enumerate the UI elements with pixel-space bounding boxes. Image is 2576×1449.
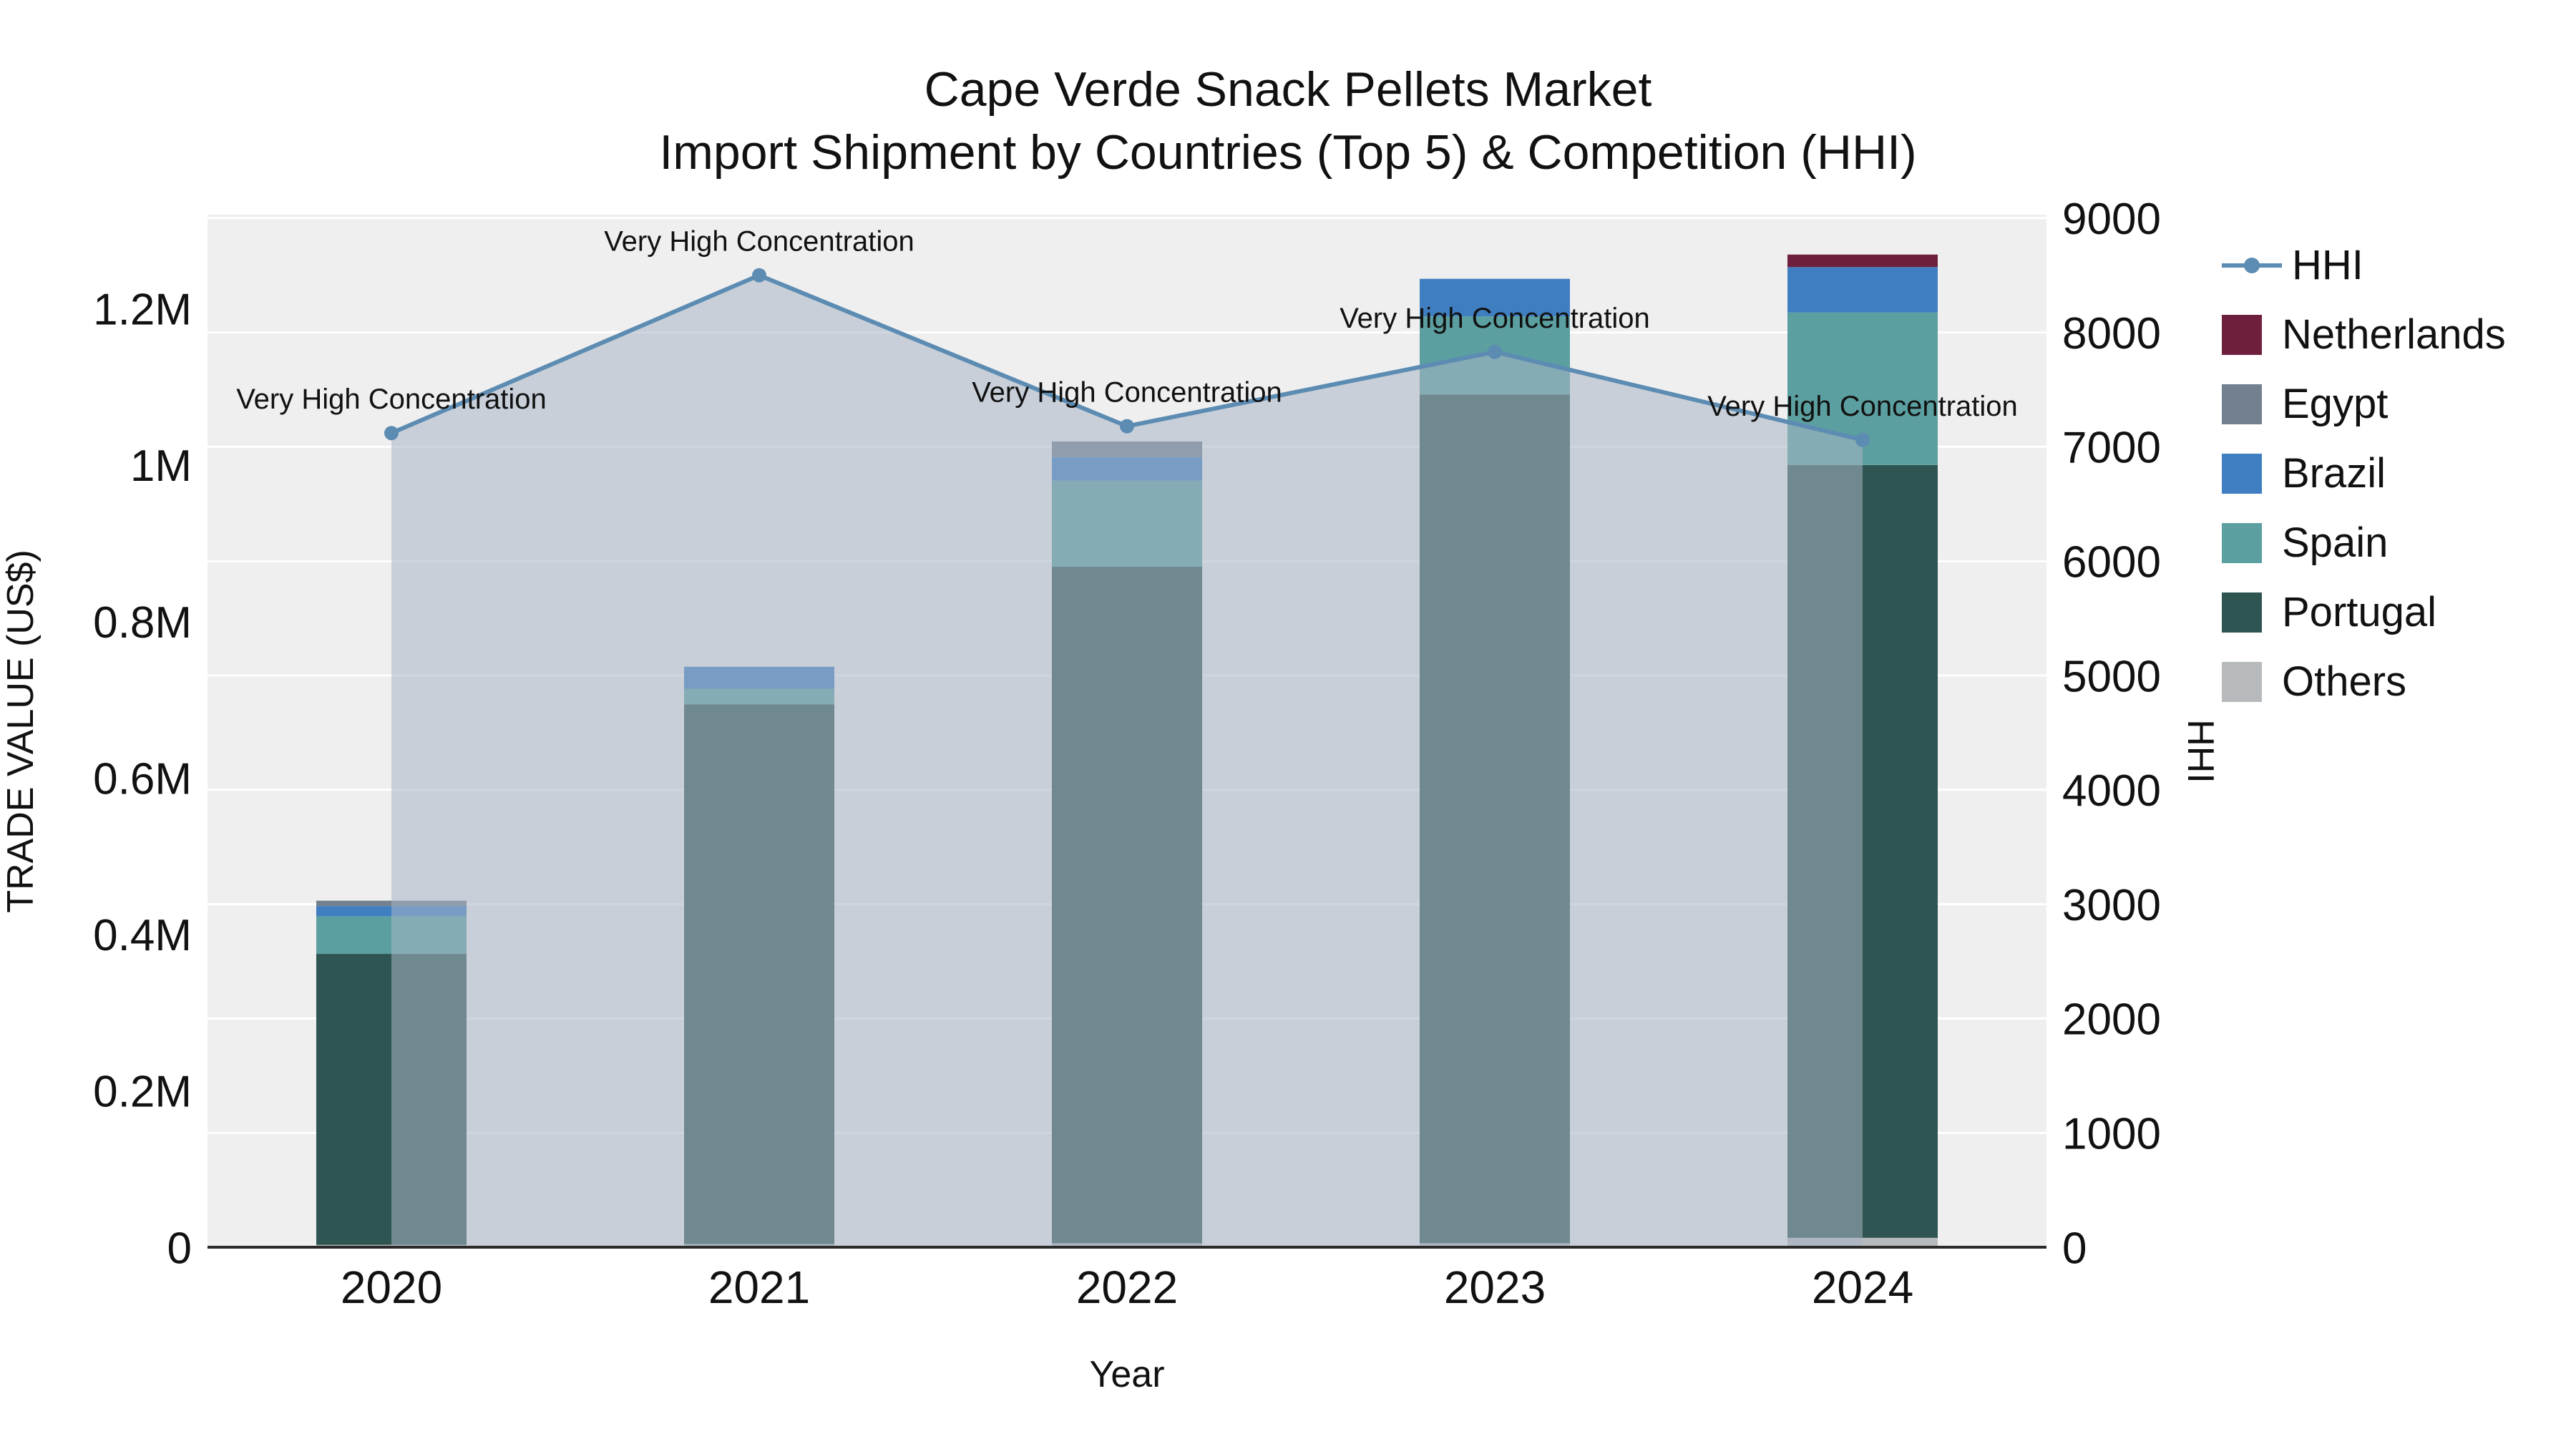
chart-title-line1: Cape Verde Snack Pellets Market xyxy=(924,62,1652,117)
annotation-label-2023: Very High Concentration xyxy=(1340,303,1650,334)
x-axis-title: Year xyxy=(1089,1354,1164,1395)
legend-item-brazil: Brazil xyxy=(2222,439,2506,508)
y-left-tick-label: 0 xyxy=(167,1224,192,1273)
y-left-tick-label: 0.2M xyxy=(93,1068,192,1117)
y-left-tick-label: 0.6M xyxy=(93,754,192,804)
legend-label-hhi: HHI xyxy=(2292,242,2363,288)
legend-label-brazil: Brazil xyxy=(2282,450,2386,497)
legend-swatch-egypt xyxy=(2222,384,2262,424)
legend-label-netherlands: Netherlands xyxy=(2282,311,2506,358)
legend-label-egypt: Egypt xyxy=(2282,381,2389,427)
chart-title-line2: Import Shipment by Countries (Top 5) & C… xyxy=(659,125,1916,180)
y-right-tick-label: 5000 xyxy=(2062,652,2161,701)
y-right-tick-label: 2000 xyxy=(2062,995,2161,1045)
annotation-label-2020: Very High Concentration xyxy=(236,384,547,415)
plot-area: 0 0.2M 0.4M 0.6M 0.8M 1M 1.2M 0 1000 2000 3000 4000… xyxy=(93,195,2161,1313)
annotation-label-2024: Very High Concentration xyxy=(1707,391,2018,422)
hhi-marker-2024 xyxy=(1855,432,1870,447)
legend-label-others: Others xyxy=(2282,658,2407,705)
bar-segment-netherlands-2024 xyxy=(1787,254,1938,268)
legend-item-others: Others xyxy=(2222,647,2506,716)
y-right-tick-label: 6000 xyxy=(2062,538,2161,587)
y-left-tick-label: 0.8M xyxy=(93,598,192,648)
y-right-tick-label: 8000 xyxy=(2062,309,2161,358)
y-axis-left-title: TRADE VALUE (US$) xyxy=(0,550,42,913)
bar-segment-brazil-2024 xyxy=(1787,267,1938,313)
bar-segment-brazil-2023 xyxy=(1420,278,1570,317)
x-tick-label-2020: 2020 xyxy=(341,1262,442,1313)
y-right-tick-label: 3000 xyxy=(2062,881,2161,930)
y-right-tick-label: 9000 xyxy=(2062,195,2161,244)
legend: HHI Netherlands Egypt Brazil Spain Portugal Ot… xyxy=(2222,230,2506,716)
x-tick-label-2024: 2024 xyxy=(1812,1262,1913,1313)
hhi-marker-2022 xyxy=(1120,419,1134,434)
y-left-tick-label: 1M xyxy=(130,441,192,491)
hhi-marker-2023 xyxy=(1488,344,1502,359)
legend-line-marker-hhi xyxy=(2222,245,2282,286)
legend-swatch-others xyxy=(2222,661,2262,702)
y-axis-right-title: HHI xyxy=(2180,719,2221,784)
y-left-tick-label: 0.4M xyxy=(93,911,192,960)
legend-item-portugal: Portugal xyxy=(2222,577,2506,647)
annotation-label-2022: Very High Concentration xyxy=(972,377,1282,409)
x-tick-label-2022: 2022 xyxy=(1076,1262,1178,1313)
legend-item-hhi: HHI xyxy=(2222,230,2506,300)
legend-swatch-portugal xyxy=(2222,592,2262,633)
legend-item-spain: Spain xyxy=(2222,508,2506,577)
legend-item-netherlands: Netherlands xyxy=(2222,300,2506,369)
legend-item-egypt: Egypt xyxy=(2222,369,2506,439)
y-right-tick-label: 4000 xyxy=(2062,766,2161,816)
legend-label-spain: Spain xyxy=(2282,519,2389,566)
legend-swatch-spain xyxy=(2222,522,2262,563)
legend-swatch-brazil xyxy=(2222,453,2262,494)
y-left-tick-label: 1.2M xyxy=(93,286,192,335)
y-right-tick-label: 0 xyxy=(2062,1224,2087,1273)
legend-label-portugal: Portugal xyxy=(2282,589,2437,635)
annotation-label-2021: Very High Concentration xyxy=(604,226,914,258)
hhi-area-fill xyxy=(391,275,1863,1248)
y-right-tick-label: 1000 xyxy=(2062,1110,2161,1159)
hhi-marker-2020 xyxy=(384,426,399,441)
x-tick-label-2021: 2021 xyxy=(708,1262,810,1313)
x-tick-label-2023: 2023 xyxy=(1444,1262,1546,1313)
hhi-marker-2021 xyxy=(752,268,766,283)
y-right-tick-label: 7000 xyxy=(2062,424,2161,473)
legend-swatch-netherlands xyxy=(2222,314,2262,355)
